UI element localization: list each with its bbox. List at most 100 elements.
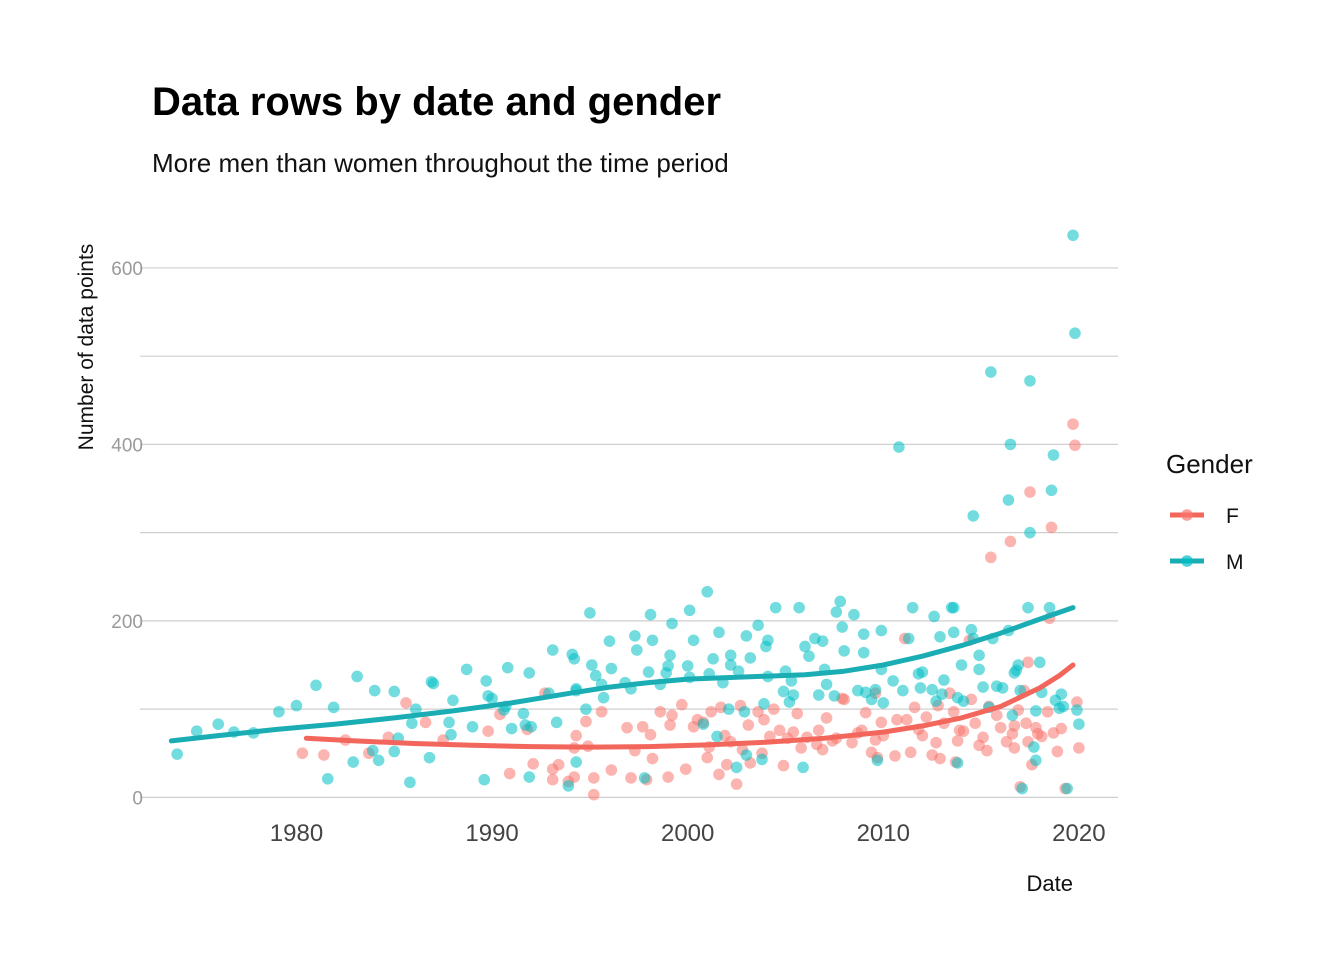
data-point-f (859, 706, 872, 719)
data-point-f (721, 758, 733, 771)
data-point-m (523, 771, 536, 783)
data-point-m (799, 640, 811, 653)
data-point-m (973, 663, 985, 676)
data-point-m (758, 698, 770, 710)
data-point-m (865, 693, 878, 706)
data-point-m (505, 722, 518, 735)
data-point-m (936, 688, 948, 700)
data-point-m (838, 645, 850, 657)
data-point-f (787, 726, 800, 738)
data-point-m (550, 716, 563, 729)
data-point-m (985, 366, 997, 378)
data-point-f (985, 551, 997, 564)
data-point-f (654, 705, 667, 718)
data-point-m (327, 701, 340, 714)
data-point-f (679, 763, 692, 775)
data-point-m (724, 659, 737, 671)
data-point-f (930, 736, 942, 749)
data-point-f (1008, 742, 1021, 754)
data-point-m (501, 661, 514, 674)
data-point-f (900, 713, 913, 726)
data-point-m (897, 684, 909, 697)
data-point-f (318, 749, 330, 761)
data-point-f (816, 743, 829, 756)
data-point-m (730, 761, 743, 774)
data-point-m (546, 644, 559, 656)
data-point-m (1028, 741, 1040, 753)
data-point-f (666, 709, 678, 722)
data-point-f (1055, 722, 1068, 735)
y-axis-label: Number of data points (75, 244, 98, 451)
data-point-f (1045, 521, 1058, 534)
data-point-m (877, 697, 890, 709)
data-point-m (1073, 718, 1085, 730)
data-point-f (503, 767, 516, 780)
data-point-m (1043, 601, 1056, 614)
data-point-m (638, 772, 651, 784)
x-tick-label: 1990 (465, 820, 518, 847)
data-point-m (713, 626, 725, 639)
data-points (171, 229, 1085, 801)
data-point-m (707, 653, 719, 665)
data-point-m (486, 692, 498, 705)
data-point-f (875, 716, 888, 729)
data-point-m (803, 650, 815, 662)
data-point-f (419, 716, 432, 729)
data-point-f (1008, 720, 1021, 732)
data-point-m (1030, 705, 1042, 717)
data-point-m (351, 670, 363, 683)
data-point-m (1030, 754, 1042, 767)
data-point-m (951, 757, 964, 769)
y-tick-label: 0 (132, 788, 143, 809)
data-point-f (1073, 742, 1085, 754)
data-point-m (642, 666, 655, 678)
x-tick-label: 2020 (1052, 820, 1105, 847)
data-point-m (857, 646, 870, 659)
data-point-m (605, 662, 618, 675)
data-point-m (580, 703, 592, 715)
data-point-m (310, 679, 322, 692)
data-point-m (321, 773, 334, 785)
data-point-m (466, 720, 479, 733)
data-point-f (904, 746, 917, 759)
data-point-m (793, 601, 805, 614)
data-point-m (1022, 601, 1034, 614)
data-point-m (584, 607, 596, 619)
data-point-m (525, 720, 537, 733)
data-point-f (969, 717, 982, 730)
data-point-f (1004, 535, 1017, 548)
data-point-f (838, 693, 850, 706)
legend-label: M (1226, 551, 1244, 574)
chart-subtitle: More men than women throughout the time … (152, 148, 729, 178)
data-point-m (568, 653, 581, 665)
trend-line-f (303, 662, 1076, 750)
x-tick-label: 2010 (857, 820, 910, 847)
data-point-m (769, 601, 782, 614)
data-point-m (586, 659, 598, 671)
gridlines (140, 267, 1118, 798)
data-point-m (1055, 688, 1068, 700)
data-point-m (914, 682, 927, 694)
data-point-m (947, 626, 960, 639)
data-point-m (869, 683, 882, 696)
data-point-f (705, 705, 717, 718)
data-point-m (711, 730, 723, 743)
data-point-m (816, 635, 829, 647)
data-point-m (1006, 709, 1019, 722)
data-point-m (388, 745, 401, 758)
data-point-f (482, 725, 494, 737)
data-point-m (631, 644, 643, 656)
data-point-m (906, 601, 919, 614)
legend-key-point (1181, 555, 1193, 567)
data-point-m (290, 699, 303, 712)
data-point-m (902, 632, 915, 645)
data-point-m (388, 685, 401, 698)
data-point-m (724, 649, 737, 662)
legend-item-m: M (1170, 551, 1244, 574)
legend-items: FM (1170, 505, 1244, 574)
data-point-f (920, 711, 933, 723)
data-point-f (1020, 717, 1032, 730)
data-point-m (666, 617, 678, 630)
data-point-m (662, 660, 674, 672)
